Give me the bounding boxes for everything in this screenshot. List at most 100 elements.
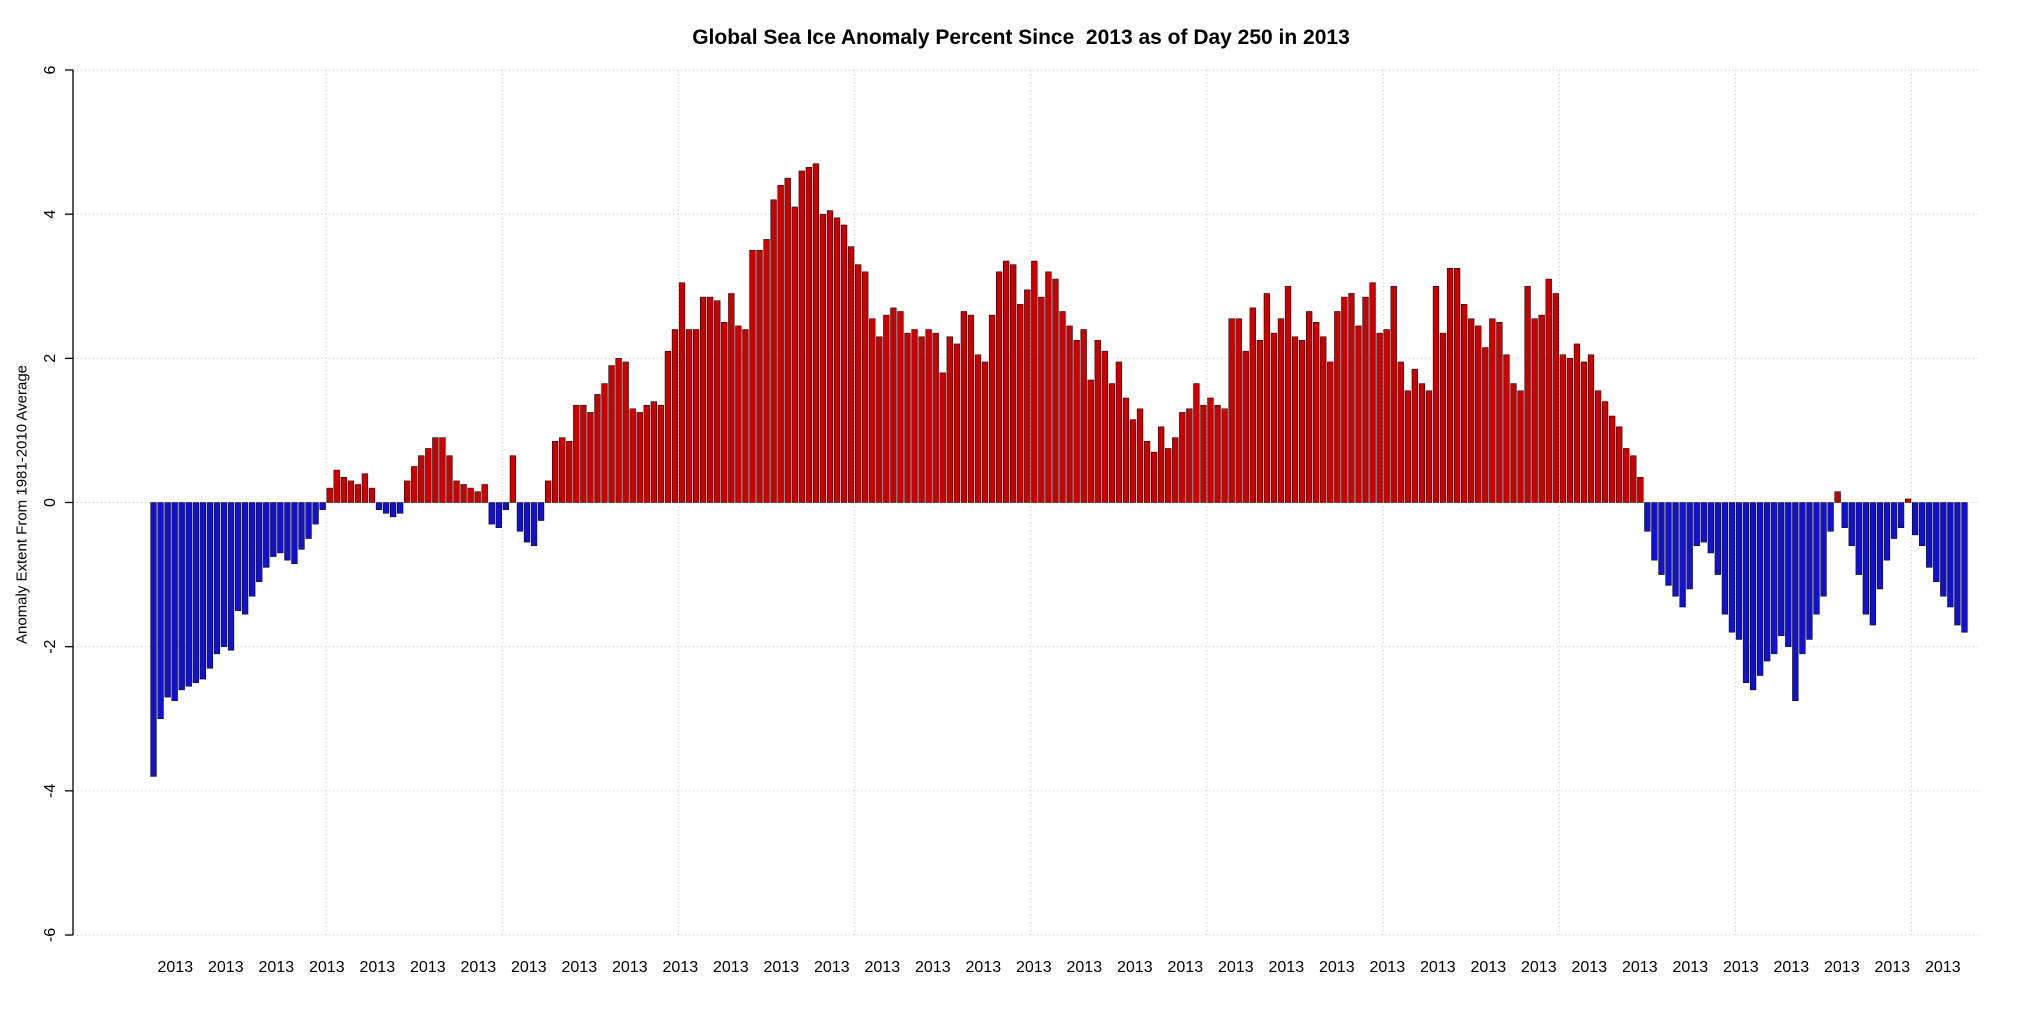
positive-anomaly-bar <box>1179 412 1186 503</box>
positive-anomaly-bar <box>411 466 418 503</box>
positive-anomaly-bar <box>1376 332 1383 503</box>
positive-anomaly-bar <box>1052 278 1059 503</box>
y-tick-label: 0 <box>42 498 59 507</box>
positive-anomaly-bar <box>1193 383 1200 503</box>
positive-anomaly-bar <box>1453 267 1461 503</box>
positive-anomaly-bar <box>1038 296 1045 503</box>
positive-anomaly-bar <box>869 318 876 503</box>
negative-anomaly-bar <box>537 502 545 521</box>
positive-anomaly-bar <box>1594 390 1602 503</box>
x-tick-label: 2013 <box>1723 959 1759 976</box>
positive-anomaly-bar <box>1531 318 1538 503</box>
negative-anomaly-bar <box>263 502 270 568</box>
negative-anomaly-bar <box>256 502 263 583</box>
x-tick-label: 2013 <box>1067 959 1103 976</box>
positive-anomaly-bar <box>925 329 932 503</box>
positive-anomaly-bar <box>333 469 340 503</box>
negative-anomaly-bar <box>1651 502 1658 561</box>
positive-anomaly-bar <box>1186 408 1193 503</box>
positive-anomaly-bar <box>1298 340 1306 503</box>
positive-anomaly-bar <box>1566 358 1574 503</box>
x-tick-label: 2013 <box>1774 959 1810 976</box>
positive-anomaly-bar <box>1538 314 1545 503</box>
positive-anomaly-bar <box>425 448 432 503</box>
positive-anomaly-bar <box>1510 383 1517 503</box>
positive-anomaly-bar <box>862 271 869 503</box>
positive-anomaly-bar <box>481 484 488 503</box>
x-tick-label: 2013 <box>1117 959 1153 976</box>
x-tick-label: 2013 <box>1420 959 1456 976</box>
positive-anomaly-bar <box>692 329 700 503</box>
positive-anomaly-bar <box>601 383 608 503</box>
positive-anomaly-bar <box>594 394 601 503</box>
x-tick-label: 2013 <box>360 959 396 976</box>
negative-anomaly-bar <box>298 502 305 550</box>
positive-anomaly-bar <box>404 480 411 503</box>
positive-anomaly-bar <box>749 249 756 503</box>
positive-anomaly-bar <box>467 487 474 503</box>
positive-anomaly-bar <box>474 491 481 503</box>
positive-anomaly-bar <box>805 167 812 503</box>
x-tick-label: 2013 <box>158 959 194 976</box>
positive-anomaly-bar <box>1277 318 1285 503</box>
negative-anomaly-bar <box>213 502 221 655</box>
positive-anomaly-bar <box>1390 286 1397 503</box>
negative-anomaly-bar <box>1693 502 1700 546</box>
positive-anomaly-bar <box>1228 318 1235 503</box>
positive-anomaly-bar <box>1136 408 1144 503</box>
positive-anomaly-bar <box>1461 304 1468 503</box>
positive-anomaly-bar <box>1313 322 1320 503</box>
negative-anomaly-bar <box>523 502 531 543</box>
negative-anomaly-bar <box>1876 502 1884 590</box>
positive-anomaly-bar <box>897 311 904 503</box>
negative-anomaly-bar <box>1940 502 1947 597</box>
positive-anomaly-bar <box>1327 361 1334 503</box>
positive-anomaly-bar <box>714 300 721 503</box>
positive-anomaly-bar <box>1143 440 1151 503</box>
positive-anomaly-bar <box>1834 491 1841 503</box>
positive-anomaly-bar <box>1418 383 1426 503</box>
negative-anomaly-bar <box>150 502 157 777</box>
negative-anomaly-bar <box>199 502 206 680</box>
positive-anomaly-bar <box>1158 426 1165 503</box>
positive-anomaly-bar <box>784 177 791 503</box>
positive-anomaly-bar <box>1073 340 1080 503</box>
positive-anomaly-bar <box>1066 325 1073 503</box>
negative-anomaly-bar <box>1721 502 1729 615</box>
positive-anomaly-bar <box>671 329 679 503</box>
positive-anomaly-bar <box>960 311 968 503</box>
positive-anomaly-bar <box>1214 404 1221 503</box>
x-tick-label: 2013 <box>1269 959 1305 976</box>
positive-anomaly-bar <box>946 336 953 503</box>
negative-anomaly-bar <box>1658 502 1665 575</box>
negative-anomaly-bar <box>1756 502 1764 676</box>
positive-anomaly-bar <box>1432 286 1440 503</box>
positive-anomaly-bar <box>453 480 460 503</box>
positive-anomaly-bar <box>1101 350 1108 503</box>
negative-anomaly-bar <box>1961 502 1968 633</box>
positive-anomaly-bar <box>326 487 333 503</box>
positive-anomaly-bar <box>446 455 453 503</box>
negative-anomaly-bar <box>178 502 185 691</box>
positive-anomaly-bar <box>1616 426 1623 503</box>
positive-anomaly-bar <box>559 437 566 503</box>
x-tick-label: 2013 <box>1168 959 1204 976</box>
positive-anomaly-bar <box>636 412 643 503</box>
x-tick-label: 2013 <box>1016 959 1052 976</box>
positive-anomaly-bar <box>1115 361 1123 503</box>
x-tick-label: 2013 <box>410 959 446 976</box>
positive-anomaly-bar <box>742 329 749 503</box>
negative-anomaly-bar <box>249 502 256 597</box>
x-tick-label: 2013 <box>865 959 901 976</box>
negative-anomaly-bar <box>530 502 538 546</box>
negative-anomaly-bar <box>1785 502 1792 647</box>
positive-anomaly-bar <box>1242 350 1249 503</box>
negative-anomaly-bar <box>192 502 199 683</box>
x-tick-label: 2013 <box>612 959 648 976</box>
negative-anomaly-bar <box>157 502 164 719</box>
positive-anomaly-bar <box>1172 437 1179 503</box>
positive-anomaly-bar <box>981 361 989 503</box>
positive-anomaly-bar <box>1496 322 1503 503</box>
negative-anomaly-bar <box>206 502 214 669</box>
